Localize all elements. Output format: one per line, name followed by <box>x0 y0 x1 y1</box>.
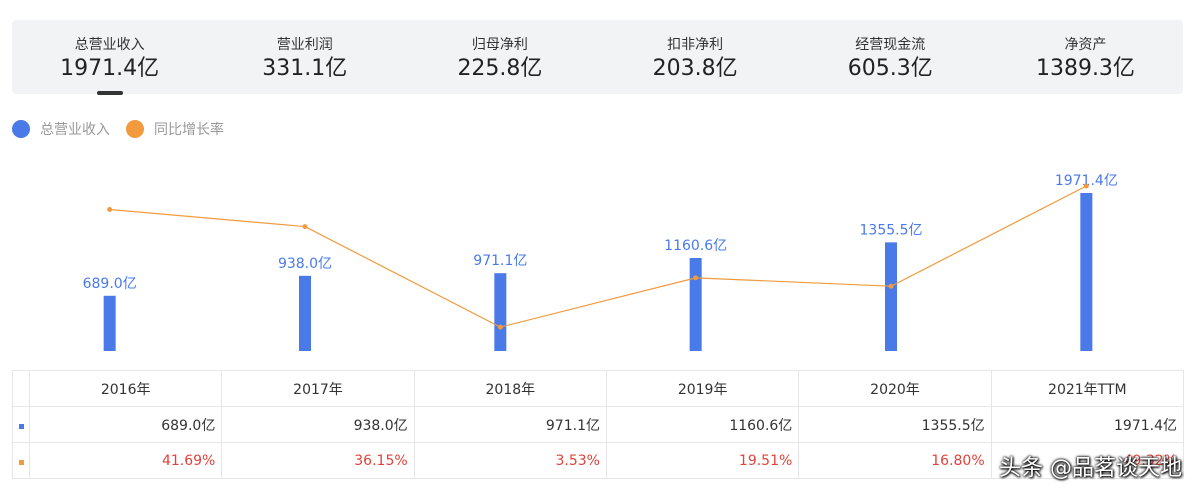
growth-point-1[interactable] <box>302 224 308 230</box>
growth-point-2[interactable] <box>497 324 503 330</box>
tab-label: 总营业收入 <box>74 37 145 53</box>
tab-value: 1971.4亿 <box>60 56 160 81</box>
bar-3[interactable] <box>689 257 702 351</box>
revenue-series-marker <box>18 423 24 429</box>
active-tab-indicator <box>96 91 123 95</box>
table-cell: 1971.4亿 <box>990 406 1185 443</box>
tab-value: 331.1亿 <box>262 56 348 81</box>
legend-label-revenue: 总营业收入 <box>40 122 110 138</box>
legend-label-growth: 同比增长率 <box>154 122 224 138</box>
tab-value: 203.8亿 <box>652 56 738 81</box>
table-header-cell: 2020年 <box>798 370 992 407</box>
bar-label-1: 938.0亿 <box>278 256 332 272</box>
growth-point-3[interactable] <box>693 275 699 281</box>
tab-value: 1389.3亿 <box>1035 56 1135 81</box>
tab-label: 归母净利 <box>471 37 528 53</box>
revenue-growth-chart: 689.0亿 938.0亿 971.1亿 1160.6亿 1355.5亿 1971.4亿 <box>83 173 1118 351</box>
tab-label: 营业利润 <box>276 37 333 53</box>
growth-line <box>109 185 1087 328</box>
row-marker-growth <box>12 442 30 479</box>
tab-total-revenue[interactable]: 总营业收入 1971.4亿 <box>12 20 207 95</box>
table-header-cell: 2017年 <box>221 370 415 407</box>
tab-net-profit[interactable]: 归母净利 225.8亿 <box>402 20 597 94</box>
table-cell: 19.51% <box>605 442 800 479</box>
table-cell: 971.1亿 <box>413 406 607 443</box>
table-header-cell: 2016年 <box>28 370 223 407</box>
legend-item-revenue[interactable]: 总营业收入 <box>12 119 110 139</box>
tab-value: 605.3亿 <box>847 56 933 81</box>
table-cell: 49.32% <box>990 442 1185 479</box>
table-header-row: 2016年 2017年 2018年 2019年 2020年 2021年TTM <box>12 370 1185 407</box>
tab-label: 经营现金流 <box>855 37 926 53</box>
row-marker-revenue <box>12 406 30 443</box>
growth-point-0[interactable] <box>107 207 113 213</box>
legend-item-growth[interactable]: 同比增长率 <box>126 119 224 139</box>
chart-legend: 总营业收入 同比增长率 <box>12 118 240 140</box>
tab-net-assets[interactable]: 净资产 1389.3亿 <box>988 20 1183 94</box>
tab-deducted-net-profit[interactable]: 扣非净利 203.8亿 <box>598 20 793 94</box>
table-header-cell: 2018年 <box>413 370 607 407</box>
tab-value: 225.8亿 <box>457 56 543 81</box>
bar-label-4: 1355.5亿 <box>860 222 923 238</box>
bar-label-5: 1971.4亿 <box>1055 173 1118 189</box>
tab-operating-profit[interactable]: 营业利润 331.1亿 <box>207 20 402 94</box>
data-table: 2016年 2017年 2018年 2019年 2020年 2021年TTM 6… <box>12 370 1185 479</box>
bar-2[interactable] <box>494 273 507 351</box>
table-row-revenue: 689.0亿 938.0亿 971.1亿 1160.6亿 1355.5亿 197… <box>12 406 1185 443</box>
table-cell: 41.69% <box>28 442 223 479</box>
watermark: 头条 @品茗谈天地 <box>999 456 1182 481</box>
tab-operating-cash-flow[interactable]: 经营现金流 605.3亿 <box>793 20 988 94</box>
table-cell: 3.53% <box>413 442 607 479</box>
table-header-cell: 2019年 <box>605 370 800 407</box>
bar-5[interactable] <box>1080 193 1093 351</box>
table-row-growth: 41.69% 36.15% 3.53% 19.51% 16.80% 49.32% <box>12 442 1185 479</box>
table-header-cell: 2021年TTM <box>990 370 1185 407</box>
table-corner-cell <box>12 370 30 407</box>
bar-1[interactable] <box>299 275 311 351</box>
bar-0[interactable] <box>103 295 116 351</box>
bar-label-2: 971.1亿 <box>473 253 527 269</box>
legend-dot-revenue <box>12 120 30 138</box>
growth-point-5[interactable] <box>1083 183 1089 189</box>
table-cell: 1355.5亿 <box>798 406 992 443</box>
growth-series-marker <box>18 459 24 465</box>
table-cell: 689.0亿 <box>28 406 223 443</box>
table-cell: 938.0亿 <box>221 406 415 443</box>
legend-dot-growth <box>126 120 144 138</box>
bar-label-3: 1160.6亿 <box>664 238 727 254</box>
growth-point-4[interactable] <box>888 283 894 289</box>
bar-4[interactable] <box>885 242 897 351</box>
table-cell: 1160.6亿 <box>605 406 800 443</box>
table-cell: 36.15% <box>221 442 415 479</box>
table-cell: 16.80% <box>798 442 992 479</box>
tab-label: 净资产 <box>1064 37 1107 53</box>
bar-label-0: 689.0亿 <box>83 276 137 292</box>
metric-tabs: 总营业收入 1971.4亿 营业利润 331.1亿 归母净利 225.8亿 扣非… <box>12 20 1183 95</box>
tab-label: 扣非净利 <box>667 37 724 53</box>
